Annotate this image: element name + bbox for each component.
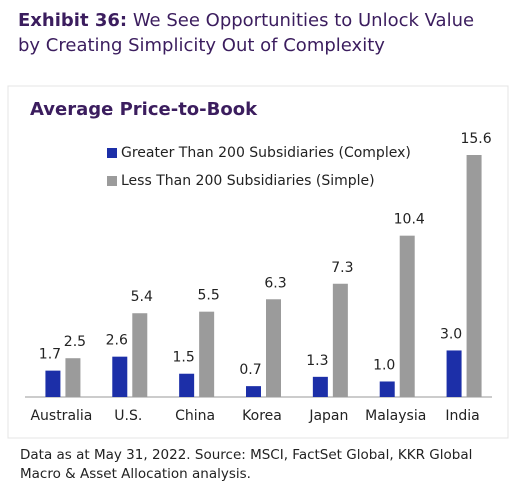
value-label: 3.0: [440, 326, 462, 342]
legend-swatch: [107, 176, 117, 186]
value-label: 1.3: [306, 353, 328, 369]
value-label: 0.7: [239, 362, 261, 378]
x-tick-label: China: [175, 408, 215, 424]
x-tick-label: Japan: [308, 408, 348, 424]
x-tick-label: Korea: [242, 408, 282, 424]
title: Exhibit 36: We See Opportunities to Unlo…: [18, 8, 498, 58]
value-label: 1.7: [39, 347, 61, 363]
bar: [112, 356, 128, 397]
x-tick-label: India: [445, 408, 479, 424]
bar: [332, 283, 348, 397]
value-label: 5.5: [198, 288, 220, 304]
x-tick-label: U.S.: [114, 408, 142, 424]
title-text: We See Opportunities to Unlock Value by …: [18, 10, 475, 56]
subtitle: Average Price-to-Book: [30, 99, 258, 120]
bar: [179, 373, 195, 397]
title-prefix: Exhibit 36:: [18, 10, 128, 31]
bar: [199, 311, 215, 397]
x-tick-label: Malaysia: [365, 408, 426, 424]
legend-swatch: [107, 148, 117, 158]
bar: [246, 386, 261, 397]
bar: [399, 235, 415, 397]
value-label: 1.5: [173, 350, 195, 366]
bar: [379, 381, 395, 397]
bar: [312, 376, 328, 397]
source: Data as at May 31, 2022. Source: MSCI, F…: [20, 447, 473, 482]
x-tick-label: Australia: [30, 408, 92, 424]
bar: [132, 313, 148, 397]
value-label: 2.5: [64, 334, 86, 350]
bar: [45, 370, 61, 397]
bar: [65, 358, 81, 397]
value-label: 2.6: [106, 333, 128, 349]
bar: [446, 350, 462, 397]
bar: [466, 155, 482, 397]
legend-label: Greater Than 200 Subsidiaries (Complex): [121, 145, 411, 161]
value-label: 7.3: [331, 260, 353, 276]
value-label: 1.0: [373, 357, 395, 373]
bar: [266, 299, 281, 397]
chart-frame: [7, 85, 509, 439]
chart: Average Price-to-Book Greater Than 200 S…: [7, 85, 509, 439]
value-label: 5.4: [131, 289, 153, 305]
value-label: 10.4: [394, 212, 425, 228]
value-label: 6.3: [264, 275, 286, 291]
value-label: 15.6: [460, 131, 491, 147]
legend-label: Less Than 200 Subsidiaries (Simple): [121, 173, 375, 189]
